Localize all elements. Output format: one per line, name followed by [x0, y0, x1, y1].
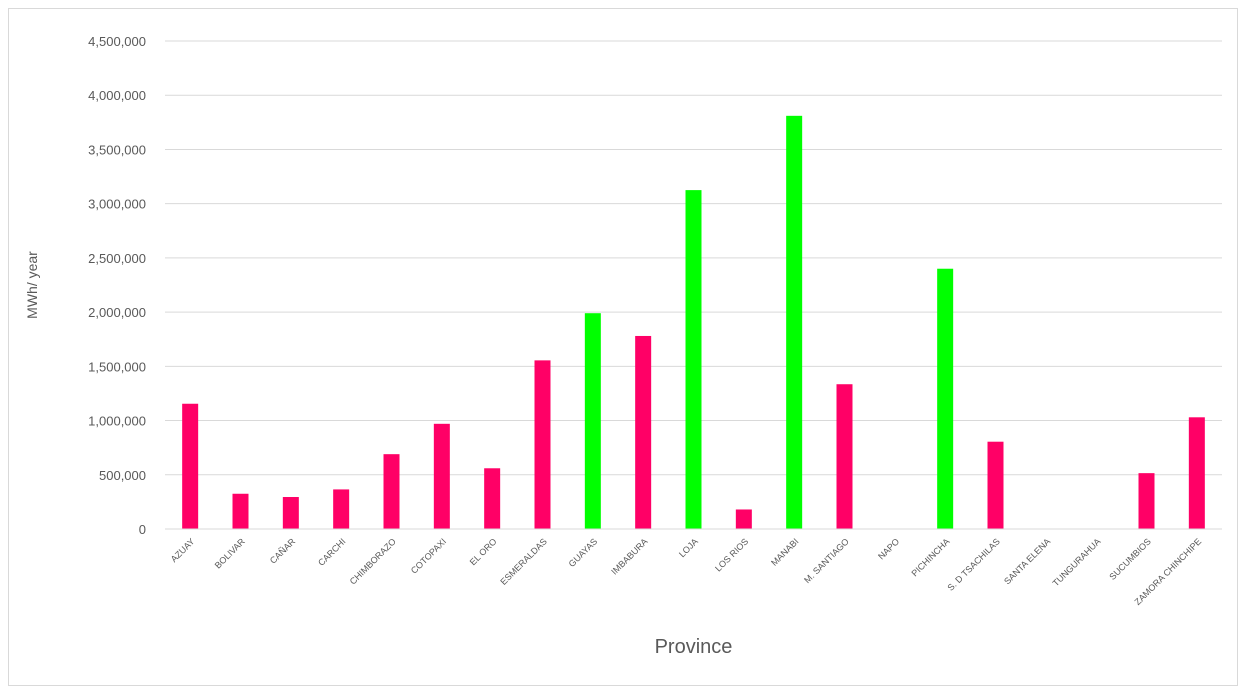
bar: [685, 190, 702, 529]
chart-frame: [8, 8, 1238, 686]
bar: [735, 509, 752, 529]
x-tick-label: CAÑAR: [268, 536, 298, 566]
x-tick-labels: AZUAY BOLIVAR CAÑAR CARCHI CHIMBORAZO COTOPAX…: [169, 536, 1203, 607]
y-axis-title: MWh/ year: [24, 251, 40, 319]
y-tick-label: 500,000: [99, 468, 146, 483]
bar: [333, 489, 350, 529]
x-tick-label: TUNGURAHUA: [1051, 536, 1103, 588]
x-tick-label: GUAYAS: [567, 536, 600, 569]
bar: [937, 268, 954, 529]
x-tick-label: COTOPAXI: [409, 536, 448, 575]
x-tick-label: CARCHI: [316, 536, 347, 567]
bar: [282, 497, 299, 529]
bar: [534, 360, 551, 529]
y-tick-label: 2,500,000: [88, 251, 146, 266]
x-tick-label: LOS RIOS: [713, 536, 750, 573]
bar: [1188, 417, 1205, 529]
bar: [232, 493, 249, 529]
x-tick-label: SUCUMBIOS: [1107, 536, 1153, 582]
x-tick-label: EL ORO: [468, 536, 499, 567]
y-tick-label: 3,000,000: [88, 197, 146, 212]
y-tick-labels: 0 500,000 1,000,000 1,500,000 2,000,000 2,500…: [88, 34, 146, 537]
x-tick-label: NAPO: [876, 536, 901, 561]
x-tick-label: ESMERALDAS: [498, 536, 549, 587]
y-tick-label: 0: [139, 522, 146, 537]
bar: [182, 403, 199, 529]
x-tick-label: S. D TSACHILAS: [945, 536, 1001, 592]
x-tick-label: AZUAY: [169, 536, 197, 564]
x-tick-label: IMBABURA: [609, 536, 649, 576]
bar: [584, 313, 601, 529]
bars: [182, 115, 1205, 530]
bar: [987, 441, 1004, 529]
x-axis-title: Province: [655, 636, 733, 658]
x-tick-label: BOLIVAR: [213, 536, 248, 571]
y-tick-label: 1,500,000: [88, 359, 146, 374]
bar: [836, 384, 853, 529]
y-tick-label: 4,500,000: [88, 34, 146, 49]
y-tick-label: 1,000,000: [88, 414, 146, 429]
bar: [635, 335, 652, 529]
y-tick-label: 2,000,000: [88, 305, 146, 320]
bar: [484, 468, 501, 529]
bar: [383, 454, 400, 529]
x-tick-label: PICHINCHA: [909, 536, 951, 578]
x-tick-label: LOJA: [677, 536, 700, 559]
bar: [786, 115, 803, 530]
bar: [1138, 473, 1155, 529]
x-tick-label: MANABI: [769, 536, 800, 567]
y-tick-label: 4,000,000: [88, 88, 146, 103]
y-tick-label: 3,500,000: [88, 142, 146, 157]
x-tick-label: SANTA ELENA: [1002, 536, 1052, 586]
x-tick-label: CHIMBORAZO: [348, 536, 398, 586]
x-tick-label: M. SANTIAGO: [802, 536, 851, 585]
bar: [433, 423, 450, 529]
